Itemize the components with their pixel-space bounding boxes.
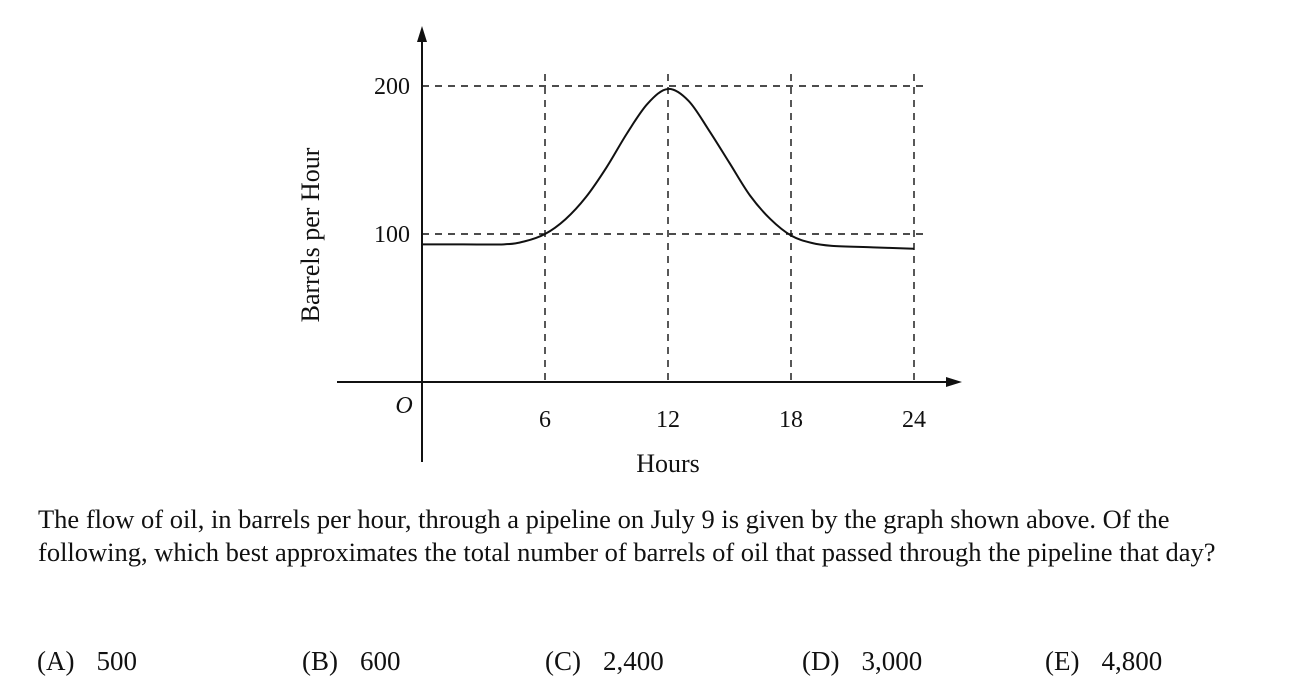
choice-d-letter: (D) [802,646,840,676]
choice-b-letter: (B) [302,646,338,676]
choice-a-value: 500 [96,646,137,676]
choice-a[interactable]: (A) 500 [37,646,137,677]
choice-c[interactable]: (C) 2,400 [545,646,664,677]
x-tick-label-24: 24 [902,407,926,433]
choice-c-letter: (C) [545,646,581,676]
origin-label: O [395,393,412,419]
question-text: The flow of oil, in barrels per hour, th… [38,504,1216,567]
choice-e-value: 4,800 [1101,646,1163,676]
choice-e[interactable]: (E) 4,800 [1045,646,1162,677]
y-tick-label-100: 100 [374,222,410,248]
reference-lines [422,74,929,382]
flow-chart: 100 200 6 12 18 24 O Hours Barrels per Hour [296,26,962,478]
x-tick-label-6: 6 [539,407,551,433]
choice-e-letter: (E) [1045,646,1080,676]
x-tick-label-18: 18 [779,407,803,433]
flow-curve [422,87,915,250]
choice-d[interactable]: (D) 3,000 [802,646,922,677]
choice-a-letter: (A) [37,646,75,676]
x-axis-label: Hours [636,449,700,478]
y-axis-arrow [417,26,427,42]
x-axis-arrow [946,377,962,387]
x-tick-label-12: 12 [656,407,680,433]
axes [337,26,962,462]
tick-labels: 100 200 6 12 18 24 [374,74,926,433]
choice-b-value: 600 [360,646,401,676]
y-tick-label-200: 200 [374,74,410,100]
choice-d-value: 3,000 [861,646,923,676]
choice-c-value: 2,400 [603,646,664,676]
choice-b[interactable]: (B) 600 [302,646,401,677]
y-axis-label: Barrels per Hour [296,147,325,322]
